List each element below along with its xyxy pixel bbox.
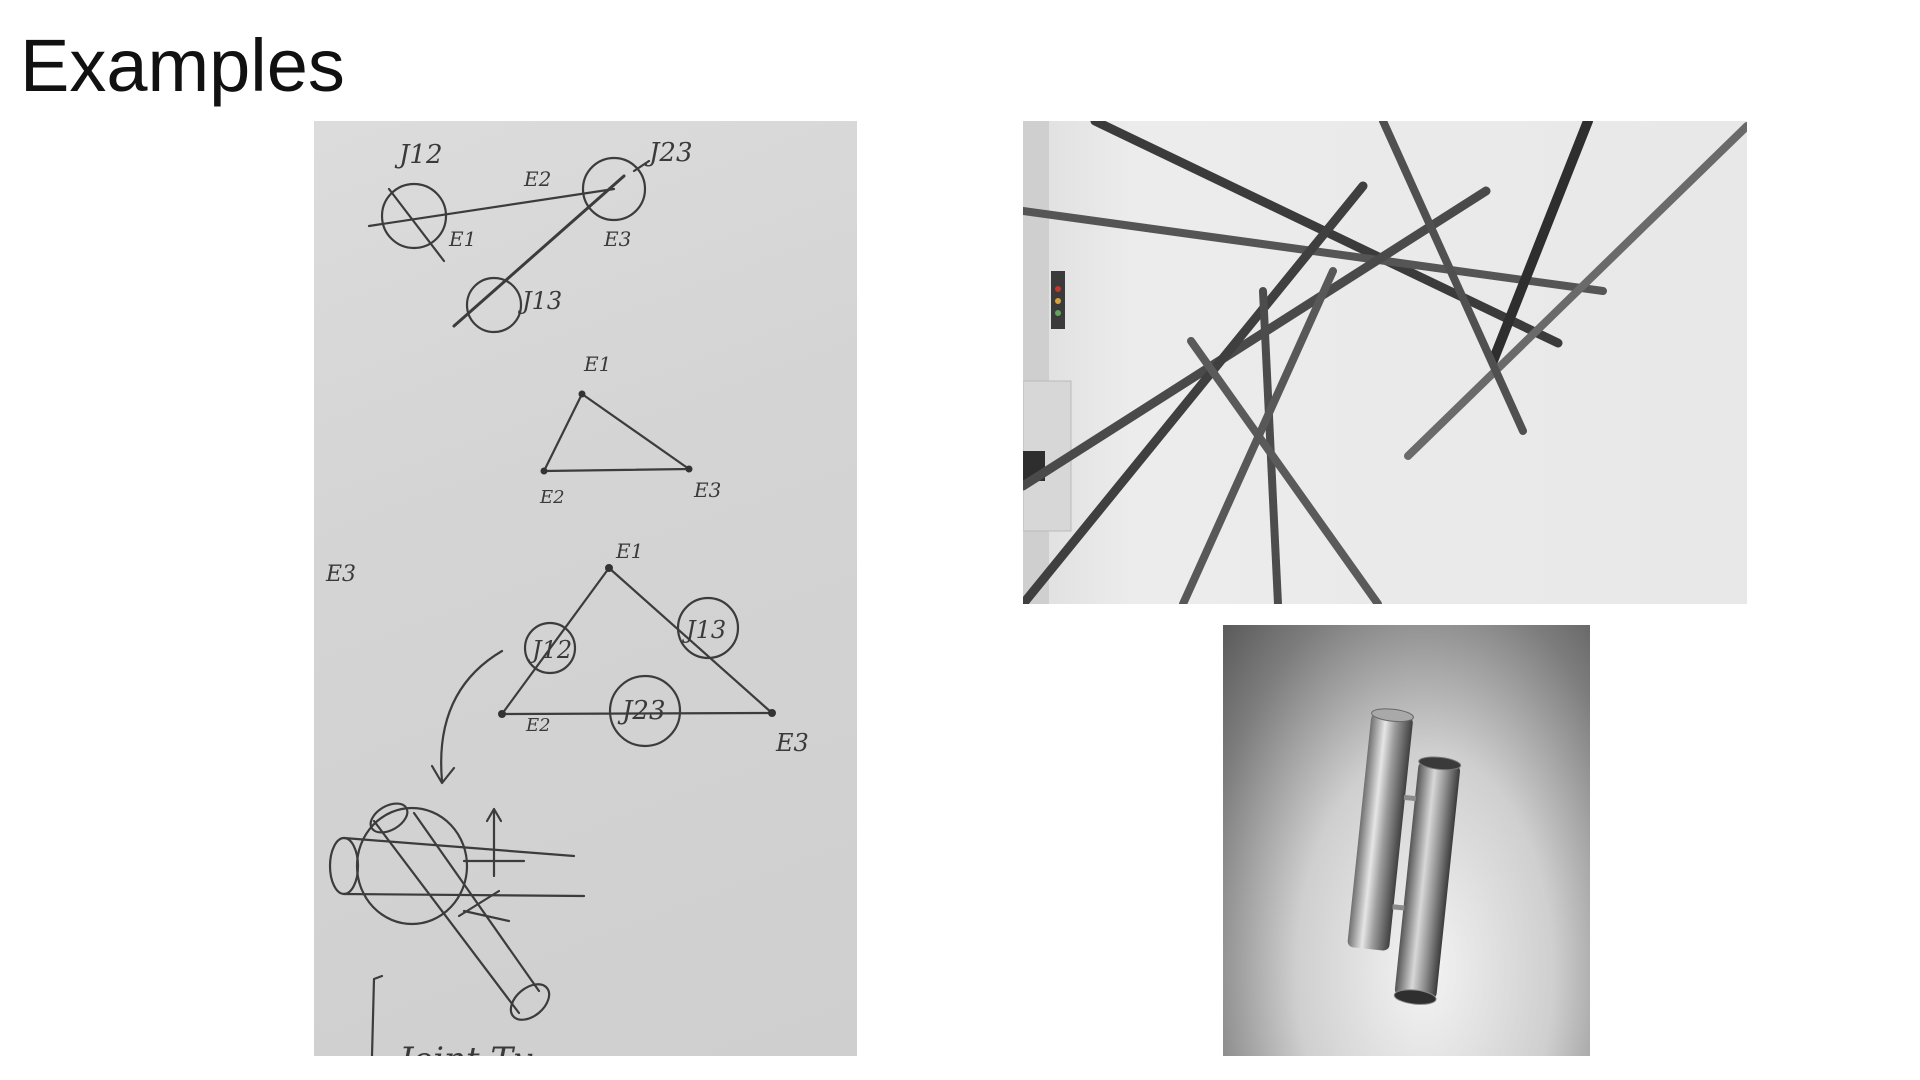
diag-tube-top xyxy=(369,802,409,834)
sketch-label-e3-lower: E3 xyxy=(775,729,809,757)
node-top xyxy=(605,564,613,572)
tube-edge-lower xyxy=(342,892,586,898)
sketch-label-e1-top: E1 xyxy=(448,227,476,251)
diag-tube-edge-1 xyxy=(372,819,521,1015)
curved-arrow xyxy=(440,649,504,783)
signal-red xyxy=(1055,286,1061,292)
tube-10 xyxy=(1179,267,1337,604)
tube-9 xyxy=(1187,337,1382,604)
weld-top xyxy=(1403,794,1417,802)
joint-circle-j23-lower xyxy=(608,674,682,748)
arrowhead xyxy=(430,764,456,785)
tube-4 xyxy=(1023,181,1368,604)
joint-circle-j13 xyxy=(465,276,523,334)
node-e3 xyxy=(685,465,693,473)
joint-triangle-diagram: J12 J13 J23 E1 E2 E3 xyxy=(430,539,809,785)
sketch-photo: J12 J23 E2 E1 E3 J13 E1 E2 E3 E3 xyxy=(314,121,857,1056)
tube-right-top xyxy=(1418,756,1462,771)
edge-line-e1 xyxy=(387,187,446,263)
tube-structure-photo xyxy=(1023,121,1747,604)
diag-tube-edge-2 xyxy=(412,811,541,993)
tube-3 xyxy=(1023,186,1491,491)
sketch-label-e1-lower: E1 xyxy=(615,539,643,563)
sketch-label-e3-top: E3 xyxy=(603,227,631,251)
tube-structure-image xyxy=(1023,121,1747,604)
node-right xyxy=(768,709,776,717)
joint-diagram-top: J12 J23 E2 E1 E3 J13 xyxy=(367,138,693,334)
diag-tube-bottom xyxy=(509,983,551,1021)
edge-line-e3 xyxy=(452,174,626,328)
node-e1 xyxy=(578,390,586,398)
tube-right xyxy=(1394,761,1461,999)
tube-5 xyxy=(1488,121,1593,366)
edge-line-e2 xyxy=(367,187,616,228)
sketch-label-j12: J12 xyxy=(394,140,443,170)
tube-end-left xyxy=(328,836,360,896)
tube-joint-sketch: Joint Ty xyxy=(328,802,586,1056)
sketch-label-j12-lower: J12 xyxy=(527,636,572,664)
sketch-label-e2-lower: E2 xyxy=(525,715,551,736)
photo-background xyxy=(1023,121,1747,604)
sketch-label-j13: J13 xyxy=(517,287,562,315)
sketch-label-e1-mid: E1 xyxy=(583,352,611,376)
joint-circle-j12-lower xyxy=(523,621,577,675)
sketch-label-j23: J23 xyxy=(644,138,693,168)
axis-up-head xyxy=(485,807,503,823)
sketch-label-j13-lower: J13 xyxy=(681,616,726,644)
signal-green xyxy=(1055,310,1061,316)
wall-panel xyxy=(1023,121,1049,604)
sketch-label-e3-mid: E3 xyxy=(693,478,721,502)
node-e2 xyxy=(540,467,548,475)
sketch-label-e2-top: E2 xyxy=(523,167,551,191)
sketch-drawing: J12 J23 E2 E1 E3 J13 E1 E2 E3 E3 xyxy=(325,138,809,1056)
bracket-line xyxy=(370,974,384,1056)
tube-right-bottom xyxy=(1393,989,1437,1005)
weld-bottom xyxy=(1392,904,1405,911)
sketch-label-j23-lower: J23 xyxy=(617,696,666,726)
edge-left xyxy=(500,566,611,716)
tubes xyxy=(1023,121,1747,604)
slide-title: Examples xyxy=(20,24,345,107)
tube-edge-upper xyxy=(342,836,576,858)
signal-amber xyxy=(1055,298,1061,304)
edge-right xyxy=(607,566,774,715)
sketch-label-e3-side: E3 xyxy=(325,562,356,587)
axis-diag-2 xyxy=(462,909,511,923)
edge-bottom xyxy=(500,711,774,716)
triangle-outline xyxy=(542,392,691,473)
triangle-diagram: E1 E2 E3 xyxy=(539,352,721,508)
tube-6 xyxy=(1404,122,1747,460)
tube-7 xyxy=(1379,121,1527,435)
arrow-tick xyxy=(632,159,651,173)
welded-joint-photo xyxy=(1223,625,1590,1056)
sketch-label-e2-mid: E2 xyxy=(539,487,565,508)
node-left xyxy=(498,710,506,718)
tube-pair xyxy=(1347,708,1462,1005)
joint-circle-j23 xyxy=(581,156,647,222)
sketch-bottom-text: Joint Ty xyxy=(393,1040,533,1056)
tube-left xyxy=(1347,713,1413,951)
joint-circle-j13-lower xyxy=(676,596,740,660)
joint-circle-j12 xyxy=(380,182,448,250)
tube-left-top xyxy=(1371,708,1414,723)
welded-joint-image xyxy=(1347,708,1462,1005)
